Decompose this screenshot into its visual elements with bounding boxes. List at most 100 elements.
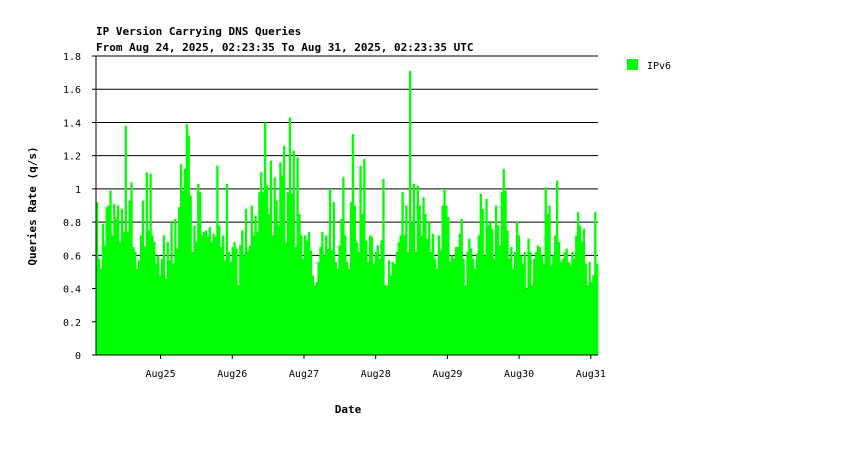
bar	[477, 235, 481, 355]
bar	[594, 212, 597, 355]
bar	[565, 248, 568, 355]
y-tick-label: 1.2	[63, 152, 81, 163]
bar	[311, 275, 314, 355]
bar	[452, 258, 456, 355]
bar	[307, 232, 311, 355]
bar	[353, 205, 356, 355]
bar	[430, 252, 433, 355]
bar	[546, 213, 549, 355]
bar	[157, 255, 160, 355]
bar	[151, 235, 154, 355]
bar	[470, 248, 473, 355]
x-tick-label: Aug26	[217, 369, 247, 380]
axes	[95, 56, 598, 356]
bar	[487, 225, 490, 355]
bar	[155, 263, 158, 355]
bar	[361, 213, 364, 355]
bar	[281, 175, 284, 355]
bar	[479, 193, 482, 355]
bar	[506, 230, 509, 355]
x-tick-label: Aug29	[432, 369, 462, 380]
bar	[296, 157, 299, 355]
bar	[204, 230, 208, 355]
bar	[441, 205, 444, 355]
bar	[239, 245, 242, 355]
bar	[164, 278, 168, 355]
bar	[449, 261, 452, 355]
bar	[422, 197, 425, 355]
bar	[586, 285, 589, 355]
bar	[338, 245, 341, 355]
bar	[284, 242, 288, 355]
bar	[216, 165, 219, 355]
bar	[147, 230, 150, 355]
bar	[233, 242, 236, 355]
bar	[519, 255, 523, 355]
bar	[246, 250, 250, 355]
bar	[273, 177, 276, 355]
bar	[279, 162, 282, 355]
bar	[447, 217, 450, 355]
bar	[300, 235, 303, 355]
y-tick-label: 0.6	[63, 251, 81, 262]
bar	[580, 242, 584, 355]
bar	[460, 218, 463, 355]
bar	[496, 225, 500, 355]
bar	[244, 208, 248, 355]
x-tick-label: Aug25	[145, 369, 175, 380]
bar	[267, 213, 271, 355]
bar	[567, 261, 570, 355]
bar	[357, 252, 360, 355]
x-tick-label: Aug31	[576, 369, 606, 380]
bar	[342, 177, 345, 355]
bar	[542, 263, 545, 355]
y-tick-label: 0.4	[63, 285, 81, 296]
bar	[260, 172, 263, 355]
x-tick-label: Aug28	[361, 369, 391, 380]
bar	[529, 252, 532, 355]
bar	[498, 245, 502, 355]
bar	[111, 235, 114, 355]
y-tick-label: 1.8	[63, 52, 81, 63]
bar	[525, 288, 528, 355]
bar	[120, 208, 124, 355]
bar	[533, 258, 536, 355]
bar	[458, 233, 461, 355]
bar	[340, 218, 343, 355]
bar	[374, 252, 377, 355]
bar	[370, 237, 374, 355]
bar	[483, 255, 486, 355]
bar	[109, 190, 112, 355]
bar	[179, 163, 183, 355]
bar	[475, 253, 479, 355]
bar	[403, 235, 406, 355]
bar	[433, 258, 437, 355]
bar	[130, 182, 133, 355]
bar	[592, 275, 595, 355]
bar	[174, 218, 177, 355]
bar	[105, 207, 108, 355]
bar	[540, 255, 544, 355]
y-axis-label: Queries Rate (q/s)	[26, 146, 39, 265]
bar	[399, 235, 402, 355]
bar	[132, 247, 135, 355]
bar	[258, 192, 261, 355]
bar	[531, 285, 534, 355]
bar	[464, 285, 467, 355]
bar	[382, 178, 385, 355]
bar	[321, 232, 324, 355]
bar	[309, 250, 313, 355]
bar	[395, 252, 398, 355]
legend-swatch-ipv6	[627, 59, 638, 70]
bar	[275, 200, 278, 355]
bar	[393, 263, 397, 355]
bar	[199, 192, 202, 355]
bar	[557, 242, 561, 355]
bar	[517, 235, 521, 355]
bar	[185, 124, 189, 355]
bar	[462, 258, 465, 355]
bar	[162, 235, 166, 355]
bar	[573, 258, 576, 355]
bar	[122, 232, 126, 355]
